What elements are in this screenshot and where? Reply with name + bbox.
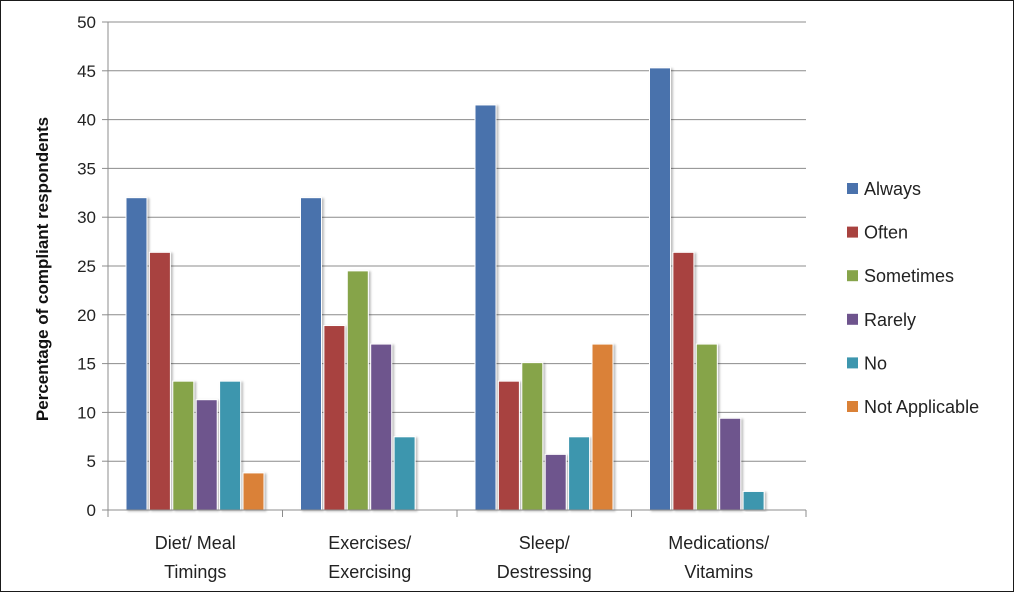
- bar: [346, 270, 369, 511]
- bar: [672, 251, 695, 511]
- bar: [591, 343, 614, 511]
- x-category-label: Exercises/: [328, 533, 411, 553]
- legend-swatch: [847, 357, 858, 369]
- x-category-label: Vitamins: [684, 562, 753, 582]
- bar: [474, 104, 497, 511]
- bar: [568, 436, 591, 511]
- bar: [148, 251, 171, 511]
- legend-label: Rarely: [864, 310, 916, 330]
- bar: [742, 490, 765, 511]
- legend-swatch: [847, 313, 858, 325]
- bar: [195, 399, 218, 511]
- y-tick-label: 30: [77, 208, 96, 227]
- legend: Always Often Sometimes Rarely No Not Applicab…: [847, 179, 979, 417]
- bar: [300, 197, 322, 511]
- bar: [649, 67, 671, 511]
- bar: [242, 472, 265, 511]
- legend-swatch: [847, 183, 858, 194]
- y-tick-label: 50: [77, 13, 96, 32]
- y-tick-label: 5: [87, 452, 96, 471]
- x-category-label: Destressing: [497, 562, 592, 582]
- legend-swatch: [847, 226, 858, 238]
- legend-swatch: [847, 401, 858, 412]
- bar: [219, 380, 242, 511]
- y-tick-label: 25: [77, 257, 96, 276]
- legend-label: Always: [864, 179, 921, 199]
- x-category-label: Timings: [164, 562, 226, 582]
- legend-label: Not Applicable: [864, 397, 979, 417]
- legend-label: Often: [864, 223, 908, 243]
- bar: [695, 343, 718, 511]
- bar: [521, 362, 544, 511]
- bar: [719, 417, 742, 511]
- bars: [125, 67, 765, 511]
- y-tick-label: 15: [77, 355, 96, 374]
- x-category-labels: Diet/ Meal Timings Exercises/Exercising Sle…: [155, 533, 770, 582]
- x-category-label: Medications/: [668, 533, 769, 553]
- y-tick-label: 0: [87, 501, 96, 520]
- y-tick-label: 45: [77, 62, 96, 81]
- x-category-label: Sleep/: [519, 533, 570, 553]
- y-tick-label: 20: [77, 306, 96, 325]
- y-tick-label: 35: [77, 159, 96, 178]
- bar: [323, 325, 346, 511]
- y-tick-labels: 0 5 10 15 20 25 30 35 40 45 50: [77, 13, 96, 520]
- legend-label: No: [864, 353, 887, 373]
- bar: [497, 380, 520, 511]
- bar: [370, 343, 393, 511]
- bar: [172, 380, 195, 511]
- bar: [125, 197, 148, 511]
- bar: [544, 453, 567, 511]
- y-tick-label: 10: [77, 403, 96, 422]
- x-category-label: Diet/ Meal: [155, 533, 236, 553]
- y-tick-label: 40: [77, 111, 96, 130]
- y-axis-label: Percentage of compliant respondents: [33, 117, 52, 421]
- axes: [102, 21, 807, 517]
- legend-swatch: [847, 270, 858, 282]
- bar: [393, 436, 416, 511]
- x-category-label: Exercising: [328, 562, 411, 582]
- legend-label: Sometimes: [864, 266, 954, 286]
